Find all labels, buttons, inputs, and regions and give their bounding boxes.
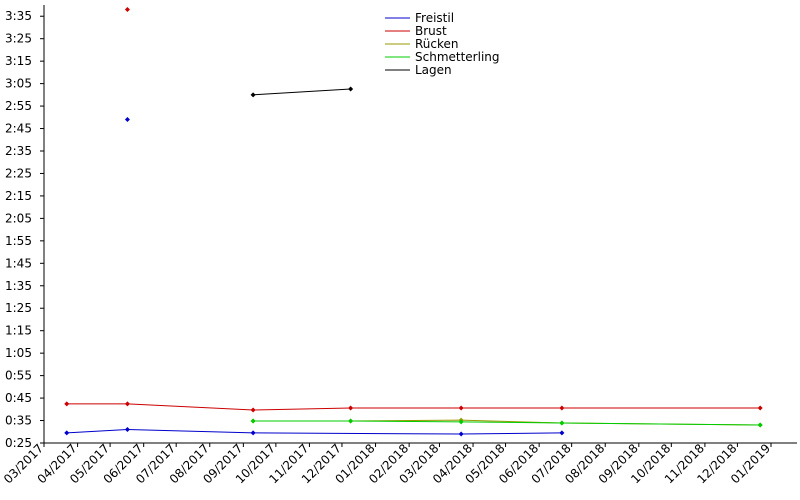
data-point — [124, 6, 130, 12]
y-tick-label: 0:25 — [5, 436, 32, 450]
series-line — [253, 88, 351, 96]
y-tick-label: 3:35 — [5, 9, 32, 23]
legend-label: Schmetterling — [415, 50, 500, 64]
data-point — [124, 427, 130, 433]
data-point — [559, 430, 565, 436]
data-point — [458, 431, 464, 437]
data-point — [348, 86, 354, 92]
data-point — [250, 430, 256, 436]
data-point — [757, 405, 763, 411]
y-tick-label: 1:55 — [5, 234, 32, 248]
data-point — [559, 405, 565, 411]
data-point — [757, 422, 763, 428]
y-tick-label: 3:25 — [5, 32, 32, 46]
legend-label: Rücken — [415, 37, 459, 51]
data-point — [64, 401, 70, 407]
y-tick-label: 0:45 — [5, 391, 32, 405]
y-tick-label: 1:05 — [5, 346, 32, 360]
data-point — [250, 418, 256, 424]
y-tick-label: 2:05 — [5, 211, 32, 225]
legend-label: Lagen — [415, 63, 452, 77]
data-point — [348, 405, 354, 411]
y-tick-label: 1:25 — [5, 301, 32, 315]
data-point — [458, 419, 464, 425]
y-tick-label: 3:05 — [5, 77, 32, 91]
y-tick-label: 2:35 — [5, 144, 32, 158]
y-tick-label: 0:35 — [5, 414, 32, 428]
data-point — [250, 407, 256, 413]
data-point — [559, 420, 565, 426]
y-tick-label: 2:15 — [5, 189, 32, 203]
y-tick-label: 3:15 — [5, 54, 32, 68]
y-tick-label: 1:45 — [5, 256, 32, 270]
legend-label: Freistil — [415, 11, 454, 25]
y-tick-label: 2:25 — [5, 166, 32, 180]
y-tick-label: 2:45 — [5, 122, 32, 136]
series-line — [66, 403, 761, 411]
data-point — [124, 401, 130, 407]
data-point — [458, 405, 464, 411]
y-tick-label: 1:35 — [5, 279, 32, 293]
y-tick-label: 2:55 — [5, 99, 32, 113]
series-line — [66, 428, 562, 435]
data-point — [348, 418, 354, 424]
data-point — [124, 117, 130, 123]
data-point — [250, 92, 256, 98]
y-tick-label: 1:15 — [5, 324, 32, 338]
data-point — [64, 430, 70, 436]
legend-label: Brust — [415, 24, 447, 38]
y-tick-label: 0:55 — [5, 369, 32, 383]
